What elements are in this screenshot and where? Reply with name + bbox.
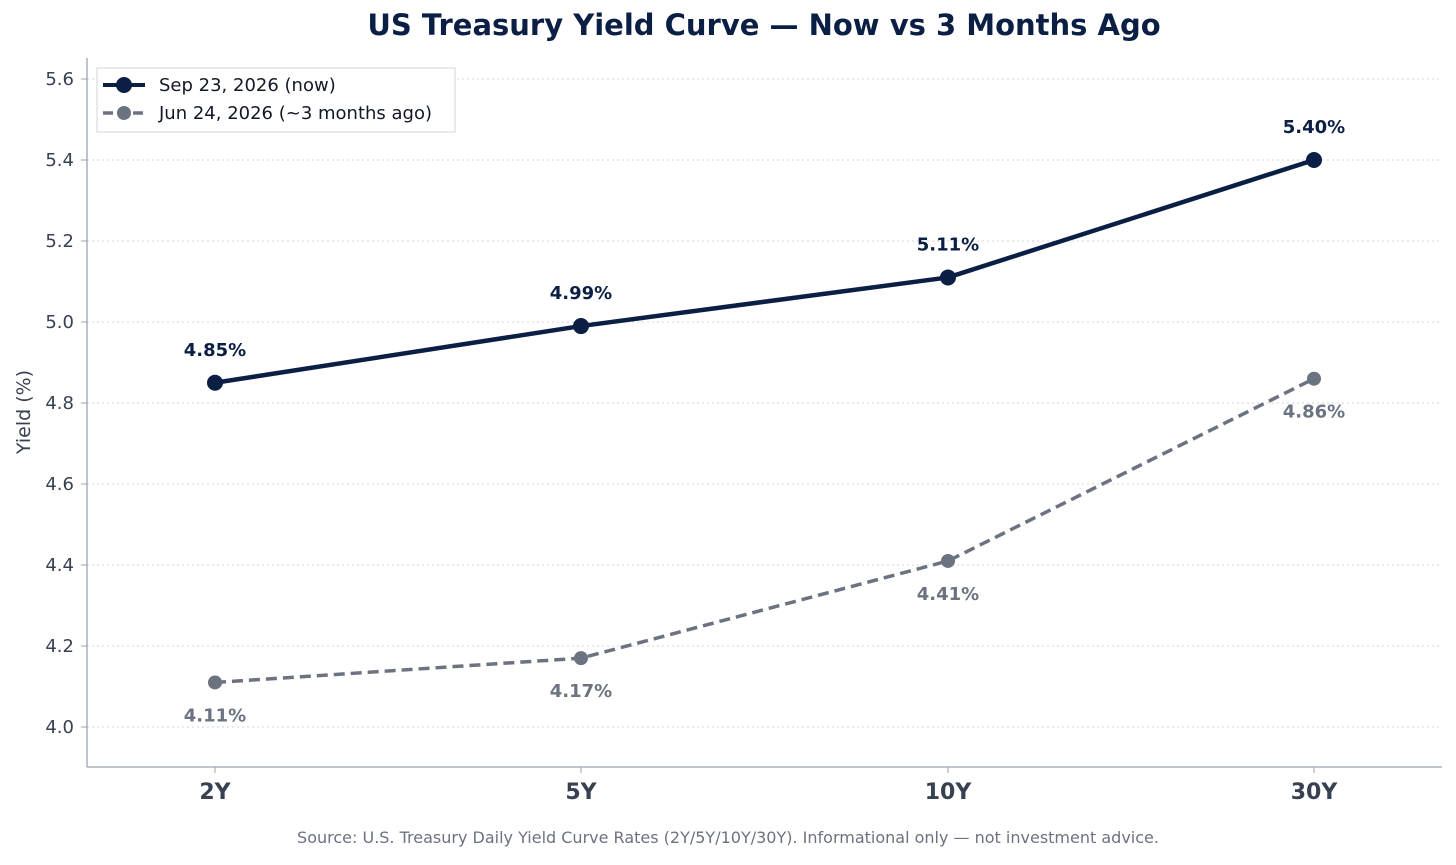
y-tick-label: 4.6: [45, 474, 74, 495]
series-line-now: [214, 157, 1315, 385]
y-tick-label: 5.0: [45, 312, 74, 333]
y-tick-label: 4.2: [45, 636, 74, 657]
axes: [86, 58, 1442, 768]
data-labels: 4.85% 4.99% 5.11% 5.40% 4.11% 4.17% 4.41% 4.86%: [184, 117, 1345, 726]
x-tick-label: 10Y: [925, 780, 973, 805]
data-point-now: [940, 269, 956, 286]
data-label-now: 5.40%: [1283, 117, 1345, 138]
series-line-prior: [214, 377, 1315, 685]
data-point-now: [207, 374, 223, 391]
data-point-now: [1306, 152, 1322, 168]
y-tick-label: 4.0: [45, 717, 74, 738]
series-lines: [214, 157, 1315, 685]
source-note: Source: U.S. Treasury Daily Yield Curve …: [297, 828, 1159, 847]
data-label-prior: 4.41%: [917, 584, 979, 605]
legend-box: [96, 67, 456, 133]
legend-marker-prior: [117, 106, 131, 120]
data-point-prior: [941, 553, 955, 568]
data-label-prior: 4.11%: [184, 705, 246, 726]
legend-label-prior: Jun 24, 2026 (~3 months ago): [158, 103, 432, 124]
legend-label-now: Sep 23, 2026 (now): [159, 75, 336, 96]
y-tick-label: 4.8: [45, 393, 74, 414]
y-tick-label: 5.2: [45, 231, 74, 252]
chart-title: US Treasury Yield Curve — Now vs 3 Month…: [367, 8, 1160, 42]
x-tick-labels: 2Y 5Y 10Y 30Y: [199, 767, 1338, 805]
grid-lines: [87, 78, 1442, 728]
data-label-now: 4.99%: [550, 283, 612, 304]
y-tick-label: 5.4: [45, 150, 74, 171]
data-point-prior: [1307, 371, 1321, 386]
data-point-now: [573, 318, 589, 335]
y-tick-label: 4.4: [45, 555, 74, 576]
data-label-now: 4.85%: [184, 340, 246, 361]
x-tick-label: 5Y: [565, 780, 597, 805]
legend: Sep 23, 2026 (now) Jun 24, 2026 (~3 mont…: [96, 67, 456, 133]
legend-marker-now: [116, 77, 132, 93]
x-tick-label: 30Y: [1291, 780, 1339, 805]
data-points: [207, 152, 1322, 690]
data-label-prior: 4.17%: [550, 681, 612, 702]
data-point-prior: [208, 675, 222, 690]
data-label-prior: 4.86%: [1283, 402, 1345, 423]
data-label-now: 5.11%: [917, 234, 979, 255]
data-point-prior: [574, 651, 588, 666]
y-tick-label: 5.6: [45, 69, 74, 90]
y-axis-label: Yield (%): [13, 370, 35, 455]
x-tick-label: 2Y: [199, 780, 231, 805]
y-tick-labels: 4.0 4.2 4.4 4.6 4.8 5.0 5.2 5.4 5.6: [45, 69, 87, 738]
